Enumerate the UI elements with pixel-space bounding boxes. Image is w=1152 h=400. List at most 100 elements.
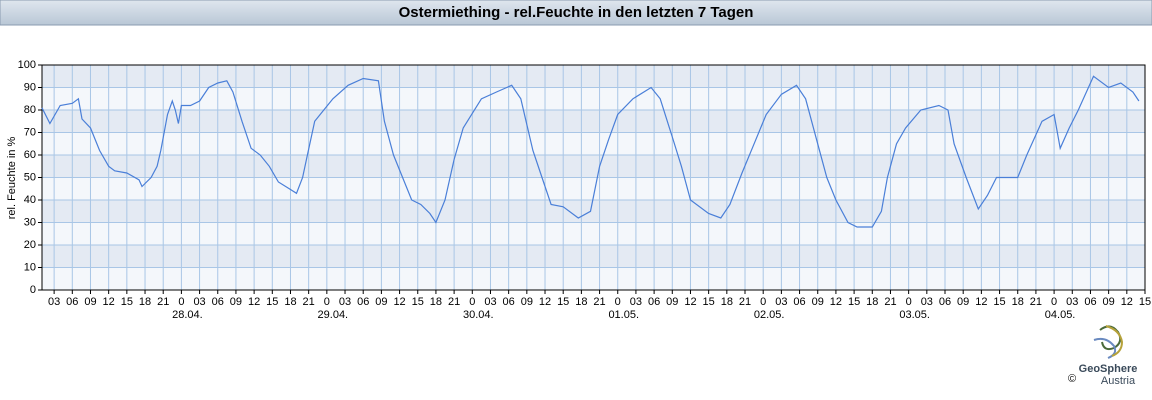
x-tick-label: 12 [393,296,405,308]
data-line [41,75,1140,228]
y-tick-label: 70 [24,126,36,138]
x-tick-label: 03 [1066,296,1078,308]
x-tick-label: 0 [1051,296,1057,308]
band [42,245,1145,268]
copyright: © [1068,373,1076,385]
x-tick-label: 18 [866,296,878,308]
x-tick-label: 06 [66,296,78,308]
date-label: 30.04. [463,309,494,321]
x-tick-label: 15 [993,296,1005,308]
x-tick-label: 21 [448,296,460,308]
x-tick-label: 18 [1012,296,1024,308]
x-tick-label: 18 [430,296,442,308]
x-tick-label: 15 [121,296,133,308]
x-tick-label: 21 [593,296,605,308]
title-bar [0,0,1152,26]
x-tick-label: 09 [957,296,969,308]
x-tick-label: 15 [412,296,424,308]
logo-swirl [1105,325,1124,357]
x-tick-label: 09 [1103,296,1115,308]
x-tick-label: 03 [775,296,787,308]
x-tick-label: 09 [521,296,533,308]
x-tick-label: 0 [760,296,766,308]
x-tick-label: 09 [84,296,96,308]
logo-sub: Austria [1101,375,1136,387]
x-tick-label: 12 [975,296,987,308]
plot-frame [41,64,1146,291]
x-tick-label: 06 [503,296,515,308]
y-tick-label: 60 [24,149,36,161]
x-tick-label: 21 [739,296,751,308]
date-label: 03.05. [899,309,930,321]
x-tick-label: 03 [921,296,933,308]
date-label: 29.04. [318,309,349,321]
x-tick-label: 06 [1084,296,1096,308]
x-tick-label: 09 [375,296,387,308]
x-tick-label: 21 [884,296,896,308]
band [42,110,1145,133]
x-tick-label: 15 [703,296,715,308]
y-tick-label: 0 [30,284,36,296]
x-tick-label: 21 [303,296,315,308]
x-tick-label: 12 [830,296,842,308]
x-tick-label: 0 [469,296,475,308]
logo-swirl [1099,325,1122,351]
x-tick-label: 06 [939,296,951,308]
y-tick-label: 90 [24,81,36,93]
x-tick-label: 12 [539,296,551,308]
band [42,267,1145,290]
y-tick-label: 20 [24,239,36,251]
logo: GeoSphere Austria © [1068,325,1138,387]
band [42,222,1145,245]
date-label: 04.05. [1045,309,1076,321]
band [42,132,1145,155]
x-tick-label: 0 [324,296,330,308]
x-tick-label: 15 [266,296,278,308]
x-tick-label: 0 [615,296,621,308]
x-tick-label: 06 [648,296,660,308]
x-tick-label: 12 [248,296,260,308]
x-tick-label: 21 [1030,296,1042,308]
x-tick-label: 03 [630,296,642,308]
y-tick-label: 30 [24,216,36,228]
x-tick-label: 21 [157,296,169,308]
y-tick-label: 10 [24,261,36,273]
x-tick-label: 12 [684,296,696,308]
date-label: 01.05. [608,309,639,321]
x-tick-label: 12 [1121,296,1133,308]
x-tick-label: 12 [103,296,115,308]
x-tick-label: 18 [575,296,587,308]
x-tick-label: 18 [139,296,151,308]
band [42,155,1145,178]
band [42,87,1145,110]
date-label: 02.05. [754,309,785,321]
x-tick-label: 06 [212,296,224,308]
x-tick-label: 03 [484,296,496,308]
band [42,65,1145,88]
x-tick-label: 18 [284,296,296,308]
y-axis-label: rel. Feuchte in % [6,137,18,220]
x-tick-label: 09 [230,296,242,308]
x-tick-label: 15 [848,296,860,308]
x-tick-label: 09 [666,296,678,308]
x-tick-label: 03 [193,296,205,308]
band [42,200,1145,223]
x-tick-label: 03 [48,296,60,308]
x-tick-label: 03 [339,296,351,308]
x-tick-label: 18 [721,296,733,308]
chart-title: Ostermiething - rel.Feuchte in den letzt… [399,4,754,21]
x-tick-label: 09 [812,296,824,308]
y-tick-label: 80 [24,104,36,116]
logo-name: GeoSphere [1079,363,1138,375]
plot-background [42,65,1145,290]
y-tick-label: 100 [18,59,36,71]
x-tick-label: 15 [557,296,569,308]
y-tick-label: 40 [24,194,36,206]
x-tick-label: 0 [906,296,912,308]
date-label: 28.04. [172,309,203,321]
x-tick-label: 06 [793,296,805,308]
x-tick-label: 06 [357,296,369,308]
x-tick-label: 0 [178,296,184,308]
y-tick-label: 50 [24,171,36,183]
band [42,177,1145,200]
